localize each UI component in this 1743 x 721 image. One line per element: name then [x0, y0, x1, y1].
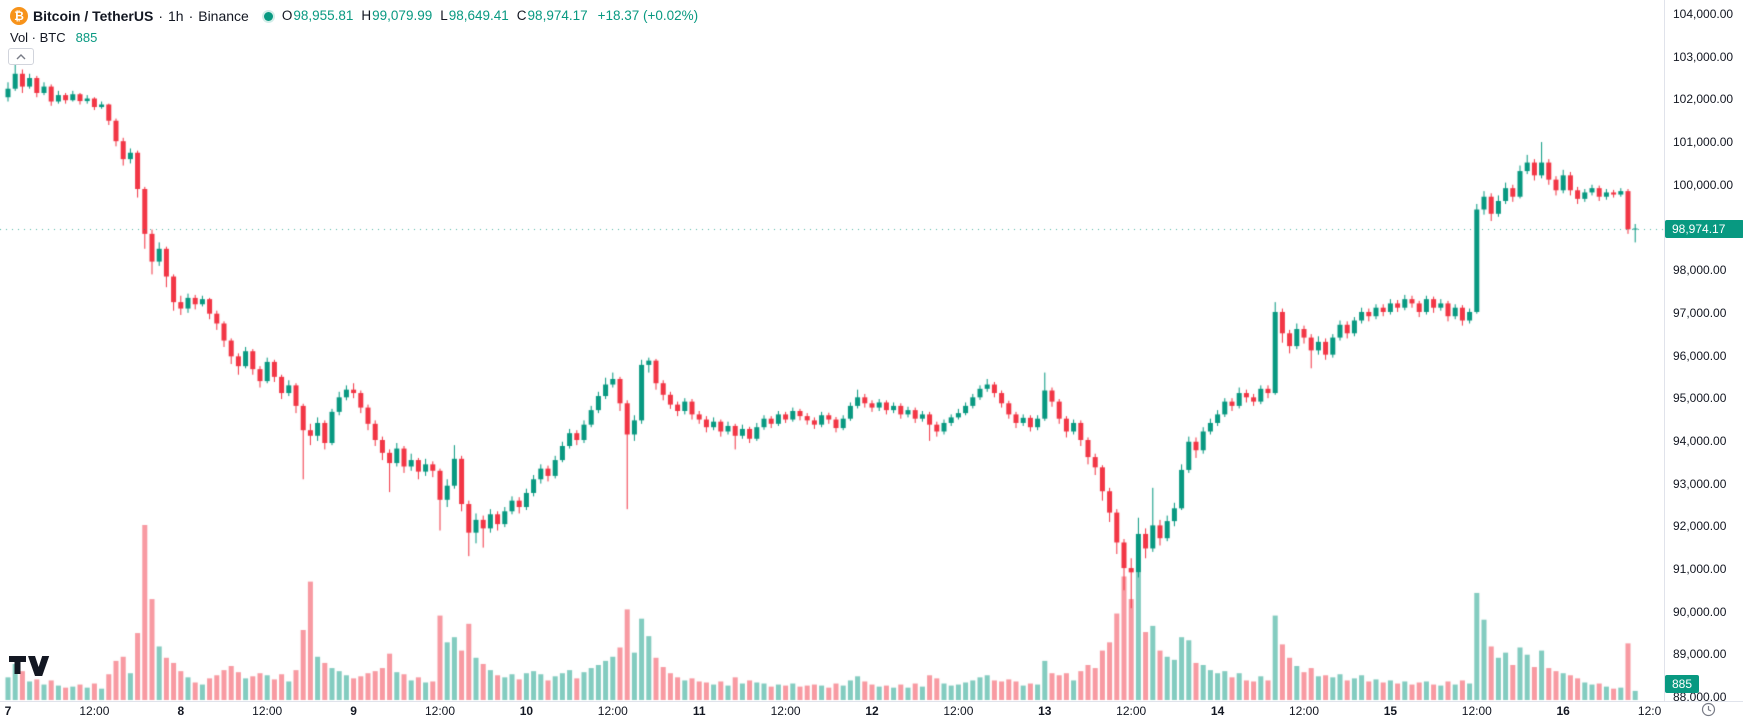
close-value: 98,974.17: [527, 8, 588, 23]
price-axis-label: 102,000.00: [1673, 92, 1734, 107]
open-value: 98,955.81: [293, 8, 354, 23]
price-axis[interactable]: 98,974.17 885 104,000.00 103,000.00 102,00…: [1664, 0, 1743, 704]
price-axis-label: 95,000.00: [1673, 391, 1727, 406]
time-axis-hour-label: 12:00: [770, 704, 801, 718]
chevron-up-icon: [16, 53, 26, 59]
time-axis-hour-label: 12:00: [79, 704, 110, 718]
time-axis-day-label: 14: [1210, 704, 1225, 718]
open-label: O: [281, 8, 293, 23]
low-value: 98,649.41: [448, 8, 509, 23]
legend-volume-row: Vol · BTC 885: [10, 29, 698, 47]
legend-collapse-button[interactable]: [8, 48, 34, 65]
volume-label[interactable]: Vol · BTC: [10, 30, 66, 45]
price-axis-label: 90,000.00: [1673, 604, 1727, 619]
time-axis-hour-label: 12:00: [252, 704, 283, 718]
price-axis-label: 97,000.00: [1673, 305, 1727, 320]
high-value: 99,079.99: [372, 8, 433, 23]
time-axis-day-label: 15: [1383, 704, 1398, 718]
legend-separator: ·: [158, 8, 163, 24]
time-axis-day-label: 9: [350, 704, 357, 718]
price-axis-label: 103,000.00: [1673, 49, 1734, 64]
time-axis-hour-label: 12:00: [1288, 704, 1320, 718]
price-axis-label: 93,000.00: [1673, 476, 1727, 491]
volume-badge: 885: [1665, 674, 1700, 693]
price-axis-label: 96,000.00: [1673, 348, 1727, 363]
axis-corner: [1664, 701, 1743, 721]
time-axis-hour-label: 12:00: [1461, 704, 1492, 718]
price-axis-label: 98,000.00: [1673, 263, 1727, 278]
interval-label[interactable]: 1h: [167, 8, 184, 24]
bitcoin-icon: ₿: [10, 7, 28, 25]
high-label: H: [361, 8, 372, 23]
tradingview-logo[interactable]: [8, 655, 52, 682]
time-axis-hour-label: 12:00: [1116, 704, 1147, 718]
time-axis-hour-label: 12:0: [1637, 704, 1662, 718]
time-axis-day-label: 7: [4, 704, 12, 718]
time-axis-hour-label: 12:00: [943, 704, 974, 718]
series-status-icon[interactable]: [263, 11, 273, 21]
legend-main-row: ₿ Bitcoin / TetherUS · 1h · Binance O 98,…: [10, 7, 698, 25]
price-axis-label: 104,000.00: [1673, 7, 1734, 21]
legend: ₿ Bitcoin / TetherUS · 1h · Binance O 98,…: [10, 7, 698, 47]
time-axis-hour-label: 12:00: [424, 704, 456, 718]
symbol-name[interactable]: Bitcoin / TetherUS: [33, 8, 154, 24]
price-axis-label: 91,000.00: [1673, 561, 1727, 576]
ohlc-values: O 98,955.81 H 99,079.99 L 98,649.41 C 98,974…: [282, 7, 698, 25]
exchange-label[interactable]: Binance: [198, 8, 249, 24]
time-axis-day-label: 8: [177, 704, 185, 718]
price-axis-label: 94,000.00: [1673, 433, 1727, 448]
time-axis-day-label: 13: [1038, 704, 1052, 718]
time-axis[interactable]: 7 12:00 8 12:00 9 12:00 10 12:00 11 12:00 12 12:00 1…: [0, 701, 1664, 721]
close-label: C: [516, 8, 527, 23]
volume-value: 885: [75, 30, 98, 45]
time-axis-day-label: 11: [692, 704, 706, 718]
price-axis-label: 100,000.00: [1673, 177, 1734, 192]
price-axis-label: 89,000.00: [1673, 647, 1727, 662]
time-axis-day-label: 16: [1556, 704, 1570, 718]
price-axis-label: 101,000.00: [1673, 135, 1734, 150]
time-axis-day-label: 10: [519, 704, 534, 718]
price-axis-label: 92,000.00: [1673, 519, 1727, 534]
legend-separator: ·: [188, 8, 194, 24]
price-axis-label: 88,000.00: [1673, 690, 1727, 704]
time-axis-hour-label: 12:00: [597, 704, 628, 718]
time-axis-clock-icon[interactable]: [1700, 702, 1716, 718]
last-price-badge: 98,974.17: [1665, 219, 1743, 238]
low-label: L: [440, 8, 448, 23]
time-axis-day-label: 12: [865, 704, 879, 718]
price-chart-canvas[interactable]: [0, 0, 1664, 701]
change-value: +18.37 (+0.02%): [597, 8, 699, 23]
